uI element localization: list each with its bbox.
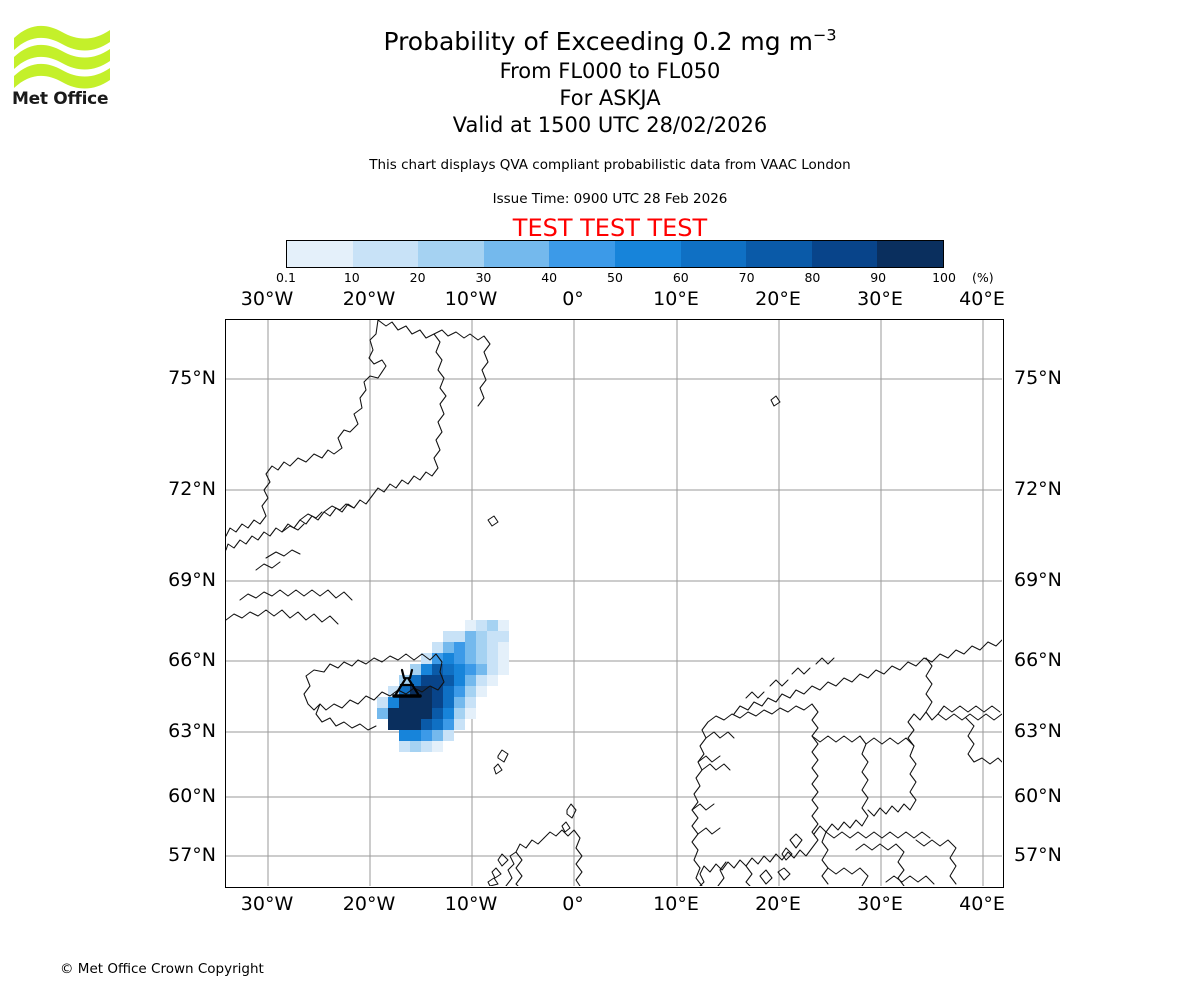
lon-tick-top-10°W: 10°W <box>444 288 498 310</box>
colorbar-swatch-0 <box>287 241 353 267</box>
colorbar-tick-40: 40 <box>541 270 558 285</box>
lat-tick-right-72°N: 72°N <box>1014 478 1062 500</box>
colorbar-units-label: (%) <box>972 270 994 285</box>
met-office-waves-icon <box>14 25 110 89</box>
lat-tick-left-63°N: 63°N <box>168 720 216 742</box>
lon-tick-bottom-0°: 0° <box>562 893 584 915</box>
page-title-text: Probability of Exceeding 0.2 mg m <box>383 27 813 56</box>
lon-tick-bottom-10°E: 10°E <box>653 893 699 915</box>
test-banner: TEST TEST TEST <box>512 214 708 242</box>
lon-tick-top-30°W: 30°W <box>240 288 294 310</box>
latitude-axis-right: 75°N 72°N 69°N 66°N 63°N 60°N 57°N <box>0 319 1200 888</box>
graticule-grid <box>226 320 1002 886</box>
latitude-axis-left: 75°N 72°N 69°N 66°N 63°N 60°N 57°N <box>0 319 225 888</box>
lat-tick-left-75°N: 75°N <box>168 367 216 389</box>
probability-colorbar <box>286 240 944 268</box>
colorbar-tick-100: 100 <box>932 270 956 285</box>
ash-probability-plume <box>377 620 509 752</box>
lat-tick-right-63°N: 63°N <box>1014 720 1062 742</box>
met-office-logo-text: Met Office <box>12 89 109 109</box>
colorbar-gradient <box>286 240 944 268</box>
colorbar-swatch-3 <box>483 241 550 267</box>
lon-tick-bottom-10°W: 10°W <box>444 893 498 915</box>
colorbar-swatch-6 <box>680 241 747 267</box>
colorbar-tick-labels: 0.1 10 20 30 40 50 60 70 80 90 100 <box>276 270 956 286</box>
title-volcano-name: For ASKJA <box>559 86 661 110</box>
title-valid-time: Valid at 1500 UTC 28/02/2026 <box>452 113 768 137</box>
colorbar-tick-10: 10 <box>343 270 360 285</box>
lon-tick-bottom-40°E: 40°E <box>959 893 1005 915</box>
lat-tick-right-75°N: 75°N <box>1014 367 1062 389</box>
copyright-notice: © Met Office Crown Copyright <box>60 961 264 977</box>
coastlines <box>226 320 1002 886</box>
lon-tick-bottom-20°W: 20°W <box>342 893 396 915</box>
map-plot-area[interactable] <box>225 319 1004 888</box>
colorbar-tick-90: 90 <box>870 270 887 285</box>
met-office-logo <box>12 24 112 112</box>
issue-time-label: Issue Time: 0900 UTC 28 Feb 2026 <box>492 191 728 207</box>
lon-tick-top-0°: 0° <box>562 288 584 310</box>
colorbar-tick-80: 80 <box>804 270 821 285</box>
lat-tick-left-60°N: 60°N <box>168 785 216 807</box>
lat-tick-right-66°N: 66°N <box>1014 649 1062 671</box>
chart-title-block: Probability of Exceeding 0.2 mg m−3 From… <box>220 26 1000 139</box>
page-title-exponent: −3 <box>812 25 837 45</box>
colorbar-tick-0.1: 0.1 <box>276 270 296 285</box>
lat-tick-right-57°N: 57°N <box>1014 844 1062 866</box>
lat-tick-right-60°N: 60°N <box>1014 785 1062 807</box>
colorbar-swatch-2 <box>418 241 484 267</box>
lon-tick-top-20°E: 20°E <box>755 288 801 310</box>
colorbar-swatch-7 <box>746 241 812 267</box>
colorbar-tick-20: 20 <box>409 270 426 285</box>
longitude-axis-bottom: 30°W 20°W 10°W 0° 10°E 20°E 30°E 40°E <box>0 893 1200 917</box>
colorbar-swatch-8 <box>811 241 878 267</box>
lat-tick-right-69°N: 69°N <box>1014 569 1062 591</box>
lon-tick-bottom-30°E: 30°E <box>857 893 903 915</box>
page-title: Probability of Exceeding 0.2 mg m−3 <box>220 26 1000 58</box>
title-flight-levels: From FL000 to FL050 <box>499 59 721 83</box>
lon-tick-top-30°E: 30°E <box>857 288 903 310</box>
lon-tick-top-20°W: 20°W <box>342 288 396 310</box>
colorbar-tick-30: 30 <box>475 270 492 285</box>
longitude-axis-top: 30°W 20°W 10°W 0° 10°E 20°E 30°E 40°E <box>0 288 1200 312</box>
lon-tick-top-40°E: 40°E <box>959 288 1005 310</box>
colorbar-swatch-1 <box>352 241 419 267</box>
lon-tick-bottom-20°E: 20°E <box>755 893 801 915</box>
lon-tick-bottom-30°W: 30°W <box>240 893 294 915</box>
qva-note: This chart displays QVA compliant probab… <box>369 157 851 173</box>
colorbar-swatch-5 <box>614 241 681 267</box>
colorbar-swatch-9 <box>877 241 943 267</box>
colorbar-tick-60: 60 <box>672 270 689 285</box>
lat-tick-left-66°N: 66°N <box>168 649 216 671</box>
lat-tick-left-72°N: 72°N <box>168 478 216 500</box>
lon-tick-top-10°E: 10°E <box>653 288 699 310</box>
colorbar-tick-70: 70 <box>738 270 755 285</box>
colorbar-swatch-4 <box>549 241 615 267</box>
lat-tick-left-57°N: 57°N <box>168 844 216 866</box>
lat-tick-left-69°N: 69°N <box>168 569 216 591</box>
volcano-marker-icon <box>392 668 422 698</box>
colorbar-tick-50: 50 <box>607 270 623 285</box>
